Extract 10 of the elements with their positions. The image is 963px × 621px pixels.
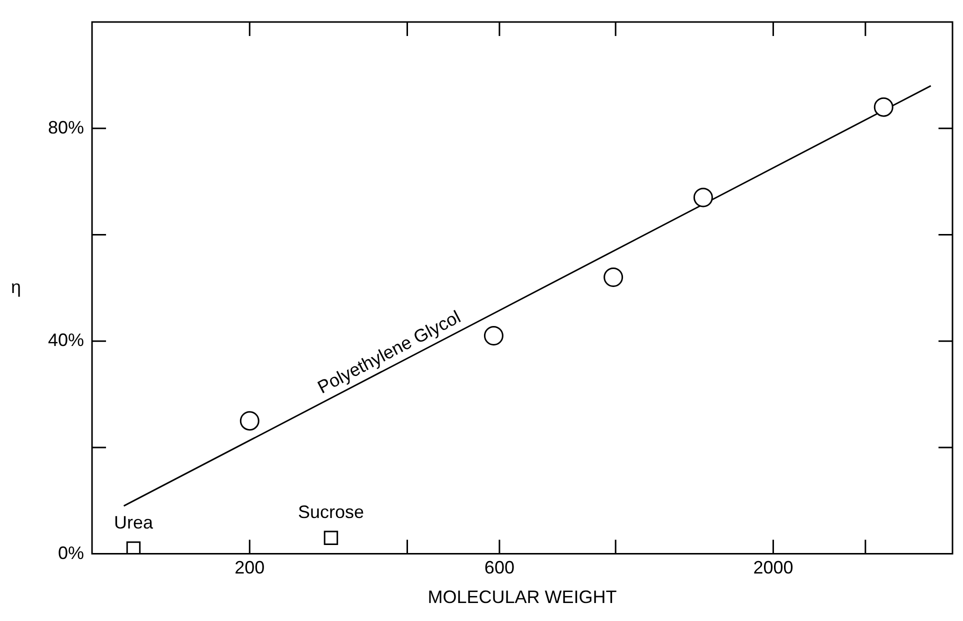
y-tick-label: 80% [48,117,84,138]
y-tick-label: 0% [58,542,84,563]
y-axis-title: η [10,276,22,297]
x-axis-title: MOLECULAR WEIGHT [428,587,617,608]
x-tick-label: 200 [234,558,265,578]
x-tick-label: 600 [484,558,514,578]
y-tick-label: 40% [48,330,84,350]
annotation: Urea [114,512,154,532]
annotation: Sucrose [298,502,364,522]
x-tick-label: 2000 [753,558,794,578]
